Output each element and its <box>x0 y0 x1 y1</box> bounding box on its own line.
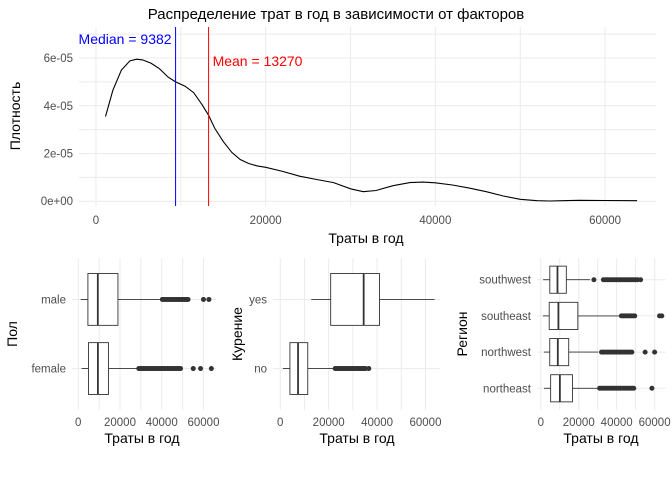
category-label: northwest <box>481 347 532 359</box>
outlier-point <box>198 366 204 372</box>
x-tick-label: 60000 <box>187 417 219 429</box>
box-northwest <box>543 338 658 367</box>
box-male <box>80 273 212 326</box>
box-female <box>81 342 214 395</box>
boxplot-panel-sex: 0 20000 40000 60000 female male Траты в год Пол <box>4 258 219 446</box>
category-label: yes <box>249 294 267 306</box>
outlier-point <box>208 366 214 372</box>
category-label: southwest <box>479 275 532 287</box>
category-label: female <box>31 364 66 376</box>
outlier-point <box>629 349 635 355</box>
x-tick-label: 20000 <box>104 417 136 429</box>
x-tick-label: 0 <box>277 417 283 429</box>
density-curve <box>104 58 638 202</box>
outlier-point <box>206 296 212 302</box>
box-southwest <box>543 265 644 294</box>
outlier-point <box>638 277 644 283</box>
x-tick-label: 40000 <box>361 417 393 429</box>
outlier-point <box>200 296 206 302</box>
y-tick-label: 2e-05 <box>44 148 73 160</box>
outlier-point <box>631 385 637 391</box>
box-iqr <box>330 273 380 326</box>
y-axis-label: Курение <box>229 307 245 361</box>
box-iqr <box>87 273 119 326</box>
category-label: male <box>41 294 66 306</box>
category-label: northeast <box>483 383 532 395</box>
outlier-point <box>632 313 638 319</box>
x-tick-label: 60000 <box>409 417 441 429</box>
x-tick-label: 40000 <box>601 417 633 429</box>
outlier-point <box>185 296 191 302</box>
box-southeast <box>542 301 665 330</box>
x-axis-label: Траты в год <box>319 430 394 446</box>
mean-label: Mean = 13270 <box>213 53 303 69</box>
y-axis-label: Регион <box>454 312 470 357</box>
x-tick-label: 0 <box>538 417 544 429</box>
outlier-point <box>178 366 184 372</box>
outlier-point <box>642 349 648 355</box>
category-label: no <box>254 364 267 376</box>
chart-title: Распределение трат в год в зависимости о… <box>148 6 525 23</box>
y-tick-label: 6e-05 <box>44 53 73 65</box>
x-tick-label: 60000 <box>589 215 621 227</box>
outlier-point <box>366 366 372 372</box>
boxplot-panel-region: 0 20000 40000 60000 northeast northwest southe… <box>454 258 671 446</box>
x-tick-label: 20000 <box>250 215 282 227</box>
outlier-point <box>190 366 196 372</box>
x-tick-label: 40000 <box>146 417 178 429</box>
category-label: southeast <box>481 311 532 323</box>
box-no <box>282 342 372 395</box>
box-iqr <box>549 338 570 367</box>
x-tick-label: 60000 <box>639 417 671 429</box>
box-northeast <box>544 374 655 403</box>
box-iqr <box>550 374 573 403</box>
x-axis-label: Траты в год <box>563 430 638 446</box>
outlier-point <box>649 385 655 391</box>
y-axis-label: Пол <box>4 321 20 347</box>
y-tick-label: 4e-05 <box>44 101 73 113</box>
x-tick-label: 20000 <box>313 417 345 429</box>
y-axis-label: Плотность <box>7 82 23 151</box>
x-tick-label: 0 <box>93 215 99 227</box>
y-tick-label: 0e+00 <box>41 196 73 208</box>
outlier-point <box>652 349 658 355</box>
outlier-point <box>591 277 597 283</box>
box-yes <box>311 273 435 326</box>
x-axis-label: Траты в год <box>104 430 179 446</box>
density-panel: 0 20000 40000 60000 0e+00 2e-05 4e-05 6e-05 Medi… <box>7 6 656 246</box>
x-axis-label: Траты в год <box>328 230 403 246</box>
x-tick-label: 0 <box>75 417 81 429</box>
boxplot-panel-smoking: 0 20000 40000 60000 no yes Траты в год Курение <box>229 258 441 446</box>
x-tick-label: 40000 <box>419 215 451 227</box>
box-iqr <box>548 301 579 330</box>
median-label: Median = 9382 <box>79 31 172 47</box>
x-tick-label: 20000 <box>563 417 595 429</box>
outlier-point <box>659 313 665 319</box>
